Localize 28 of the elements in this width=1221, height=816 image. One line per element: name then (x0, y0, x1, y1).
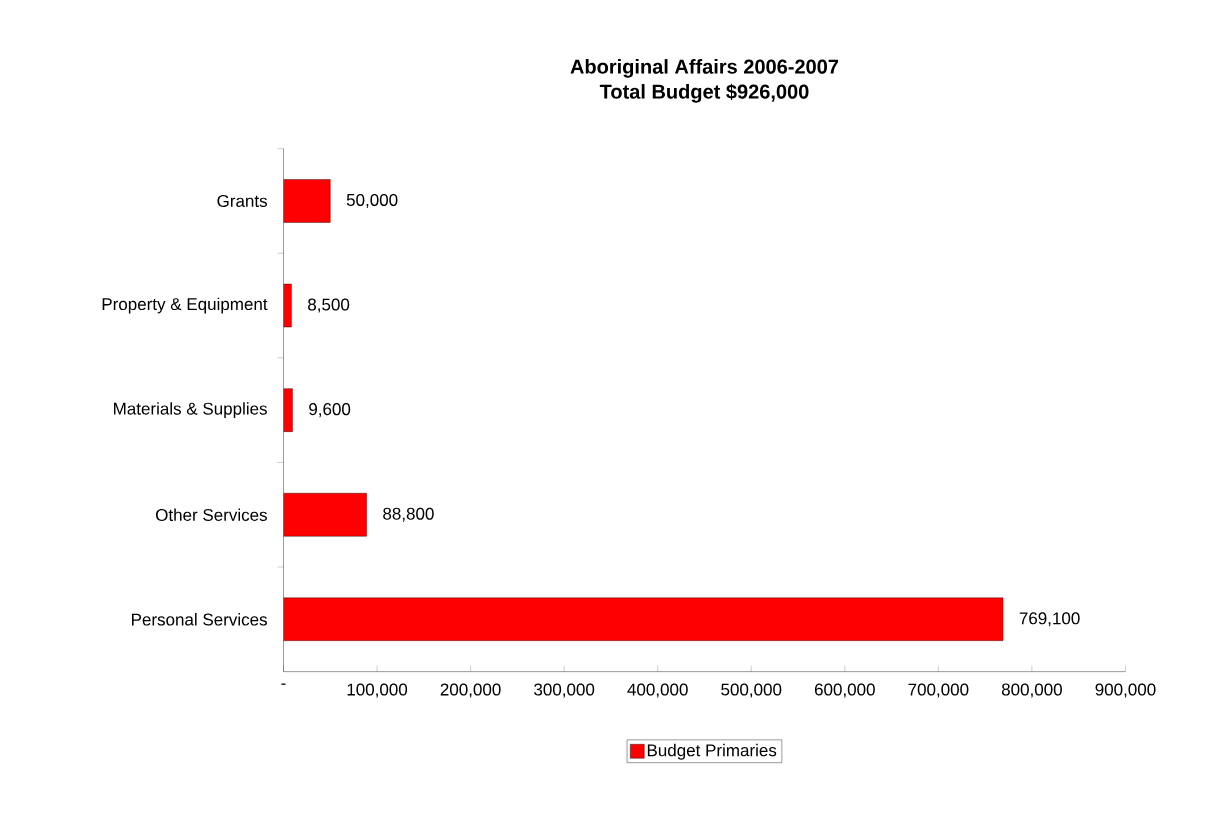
bar (283, 597, 1004, 642)
chart-subtitle: Total Budget $926,000 (599, 83, 809, 103)
y-tick-label: Materials & Supplies (114, 402, 267, 419)
x-tick-label: 600,000 (814, 683, 875, 698)
x-tick-label: 100,000 (347, 683, 408, 698)
x-tick-label: - (281, 683, 286, 685)
data-label: 8,500 (308, 298, 350, 313)
data-label: 88,800 (383, 507, 434, 522)
chart-title: Aboriginal Affairs 2006-2007 (570, 59, 839, 78)
bar (283, 283, 292, 328)
data-label: 769,100 (1019, 612, 1080, 627)
bar (283, 493, 367, 537)
y-tick-label: Personal Services (132, 613, 267, 626)
y-tick-label: Property & Equipment (102, 297, 268, 314)
data-label: 50,000 (346, 193, 398, 208)
y-tick-label: Grants (217, 194, 267, 207)
bar (283, 179, 331, 223)
x-tick-label: 500,000 (721, 683, 782, 698)
x-tick-label: 900,000 (1095, 683, 1156, 698)
data-label: 9,600 (309, 403, 351, 418)
x-tick-label: 700,000 (908, 683, 969, 698)
x-tick-label: 200,000 (440, 683, 501, 698)
x-tick-label: 800,000 (1001, 683, 1062, 698)
bar (283, 388, 293, 432)
legend-label: Budget Primaries (647, 743, 777, 760)
x-tick-label: 300,000 (534, 683, 595, 698)
y-tick-label: Other Services (155, 508, 267, 521)
x-tick-label: 400,000 (627, 683, 688, 698)
